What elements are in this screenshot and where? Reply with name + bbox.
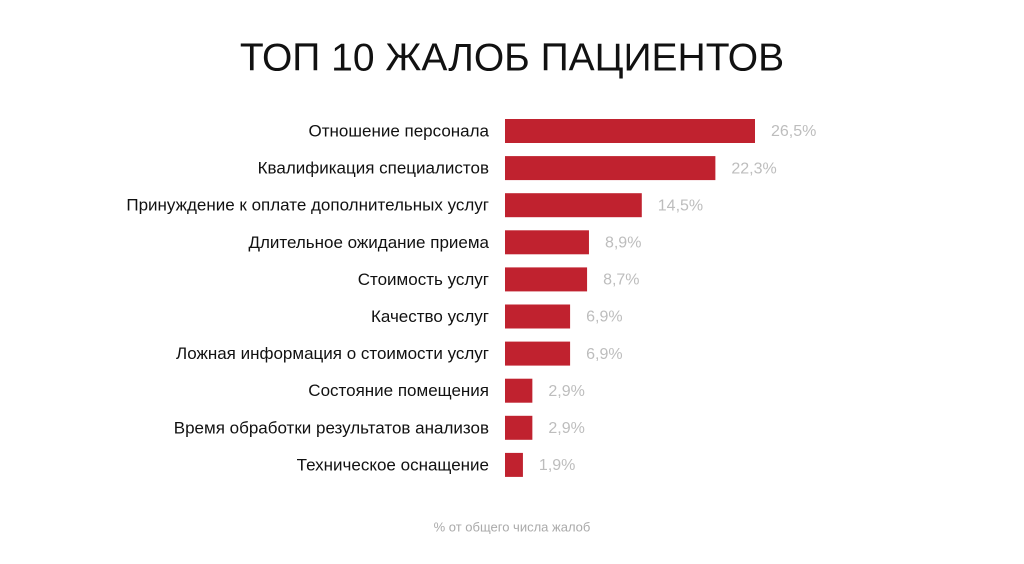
category-label: Стоимость услуг (358, 270, 489, 289)
value-label: 6,9% (586, 309, 622, 326)
value-label: 8,9% (605, 235, 641, 252)
category-label: Принуждение к оплате дополнительных услу… (126, 196, 489, 215)
value-label: 2,9% (548, 420, 584, 437)
bar (505, 230, 589, 255)
bar (505, 156, 716, 181)
bar (505, 304, 571, 329)
value-label: 2,9% (548, 383, 584, 400)
bar (505, 415, 533, 440)
category-label: Отношение персонала (309, 121, 490, 140)
value-label: 22,3% (731, 160, 776, 177)
bar (505, 119, 755, 143)
value-label: 1,9% (539, 457, 575, 474)
chart-title: ТОП 10 ЖАЛОБ ПАЦИЕНТОВ (240, 36, 784, 79)
value-label: 8,7% (603, 272, 639, 289)
category-label: Квалификация специалистов (258, 159, 489, 178)
bar (505, 267, 588, 292)
value-label: 6,9% (586, 346, 622, 363)
category-label: Техническое оснащение (297, 455, 489, 474)
category-label: Ложная информация о стоимости услуг (176, 344, 489, 363)
value-label: 26,5% (771, 123, 816, 140)
bar (505, 378, 533, 403)
value-label: 14,5% (658, 197, 703, 214)
category-label: Состояние помещения (308, 381, 489, 400)
category-label: Время обработки результатов анализов (174, 418, 489, 437)
note: % от общего числа жалоб (434, 519, 591, 534)
category-label: Длительное ожидание приема (248, 233, 489, 252)
bar (505, 341, 571, 366)
category-label: Качество услуг (371, 307, 489, 326)
bar (505, 193, 642, 218)
bar (505, 452, 523, 477)
